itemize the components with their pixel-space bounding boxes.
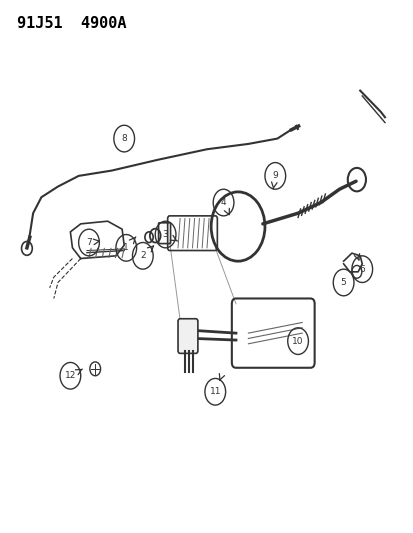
- Text: 91J51  4900A: 91J51 4900A: [17, 16, 126, 31]
- Polygon shape: [343, 253, 361, 272]
- Text: 2: 2: [140, 252, 145, 260]
- Text: 1: 1: [123, 244, 129, 252]
- Text: 9: 9: [272, 172, 278, 180]
- Text: 6: 6: [358, 265, 364, 273]
- Text: 5: 5: [340, 278, 346, 287]
- Text: 8: 8: [121, 134, 127, 143]
- Text: 7: 7: [86, 238, 92, 247]
- Text: 4: 4: [220, 198, 226, 207]
- Text: 12: 12: [64, 372, 76, 380]
- Text: 3: 3: [162, 230, 168, 239]
- Polygon shape: [70, 221, 124, 259]
- Text: 11: 11: [209, 387, 221, 396]
- Text: 10: 10: [292, 337, 303, 345]
- FancyBboxPatch shape: [178, 319, 197, 353]
